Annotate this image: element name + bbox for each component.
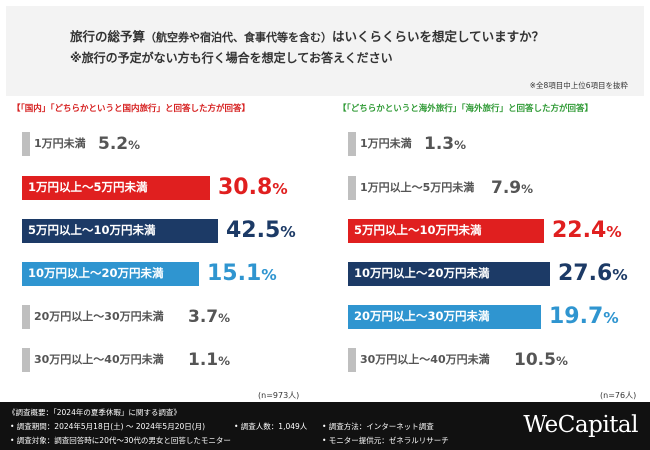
question-main: 旅行の総予算	[70, 29, 146, 44]
wecapital-logo: WeCapital	[523, 412, 638, 438]
domestic-category-label-6: 30万円以上〜40万円未満	[34, 353, 164, 366]
question-tail: はいくらくらいを想定していますか？	[332, 29, 545, 44]
domestic-panel-title: 【「国内」「どちらかというと国内旅行」と回答した方が回答】	[12, 104, 251, 114]
overseas-bar-3	[348, 219, 544, 243]
question-line-2: ※旅行の予定がない方も行く場合を想定してお答えください	[70, 51, 393, 65]
survey-period: • 調査期間：2024年5月18日(土) 〜 2024年5月20日(月)	[10, 422, 206, 431]
domestic-bar-1	[22, 132, 30, 156]
overseas-bar-1	[348, 132, 356, 156]
survey-target: • 調査対象：調査回答時に20代〜30代の男女と回答したモニター	[10, 436, 231, 445]
domestic-sample-size: (n=973人)	[258, 391, 300, 400]
question-box: 旅行の総予算（航空券や宿泊代、食事代等を含む）はいくらくらいを想定していますか？…	[6, 6, 644, 96]
overseas-value-label-5: 19.7%	[549, 304, 619, 329]
overseas-value-label-4: 27.6%	[558, 261, 628, 286]
overseas-category-label-4: 10万円以上〜20万円未満	[354, 266, 490, 280]
domestic-bar-4	[22, 262, 199, 286]
survey-provider: • モニター提供元：ゼネラルリサーチ	[322, 436, 449, 445]
domestic-category-label-4: 10万円以上〜20万円未満	[28, 266, 164, 280]
domestic-category-label-5: 20万円以上〜30万円未満	[34, 310, 164, 323]
overseas-bar-2	[348, 176, 356, 200]
overseas-bar-5	[348, 305, 541, 329]
domestic-bar-3	[22, 219, 218, 243]
domestic-category-label-3: 5万円以上〜10万円未満	[28, 223, 156, 237]
domestic-category-label-1: 1万円未満	[34, 137, 86, 150]
overseas-value-label-2: 7.9%	[491, 178, 534, 198]
domestic-category-label-2: 1万円以上〜5万円未満	[28, 180, 148, 194]
domestic-value-label-5: 3.7%	[188, 307, 231, 327]
question-paren: （航空券や宿泊代、食事代等を含む）	[145, 31, 333, 44]
domestic-value-label-4: 15.1%	[207, 261, 277, 286]
overseas-category-label-3: 5万円以上〜10万円未満	[354, 223, 482, 237]
overseas-bar-4	[348, 262, 550, 286]
domestic-bar-6	[22, 348, 30, 372]
domestic-value-label-1: 5.2%	[98, 134, 141, 154]
overseas-value-label-3: 22.4%	[552, 218, 622, 243]
survey-method: • 調査方法：インターネット調査	[322, 422, 434, 431]
overseas-bar-6	[348, 348, 356, 372]
domestic-bar-2	[22, 176, 210, 200]
overseas-category-label-6: 30万円以上〜40万円未満	[360, 353, 490, 366]
overseas-category-label-5: 20万円以上〜30万円未満	[354, 309, 490, 323]
overseas-category-label-2: 1万円以上〜5万円未満	[360, 181, 475, 194]
survey-footer: 《調査概要：「2024年の夏季休暇」に関する調査》 • 調査期間：2024年5月…	[0, 402, 650, 450]
overseas-value-label-6: 10.5%	[514, 350, 568, 370]
selection-note: ※全8項目中上位6項目を抜粋	[529, 81, 628, 90]
overseas-panel-title: 【「どちらかというと海外旅行」「海外旅行」と回答した方が回答】	[338, 104, 594, 114]
domestic-value-label-2: 30.8%	[218, 175, 288, 200]
overseas-value-label-1: 1.3%	[424, 134, 467, 154]
overseas-category-label-1: 1万円未満	[360, 137, 412, 150]
overseas-sample-size: (n=76人)	[600, 391, 637, 400]
survey-respondents: • 調査人数：1,049人	[234, 422, 308, 431]
question-line-1: 旅行の総予算（航空券や宿泊代、食事代等を含む）はいくらくらいを想定していますか？	[70, 26, 544, 45]
domestic-value-label-3: 42.5%	[226, 218, 296, 243]
survey-overview: 《調査概要：「2024年の夏季休暇」に関する調査》	[8, 408, 181, 417]
domestic-value-label-6: 1.1%	[188, 350, 231, 370]
domestic-bar-5	[22, 305, 30, 329]
